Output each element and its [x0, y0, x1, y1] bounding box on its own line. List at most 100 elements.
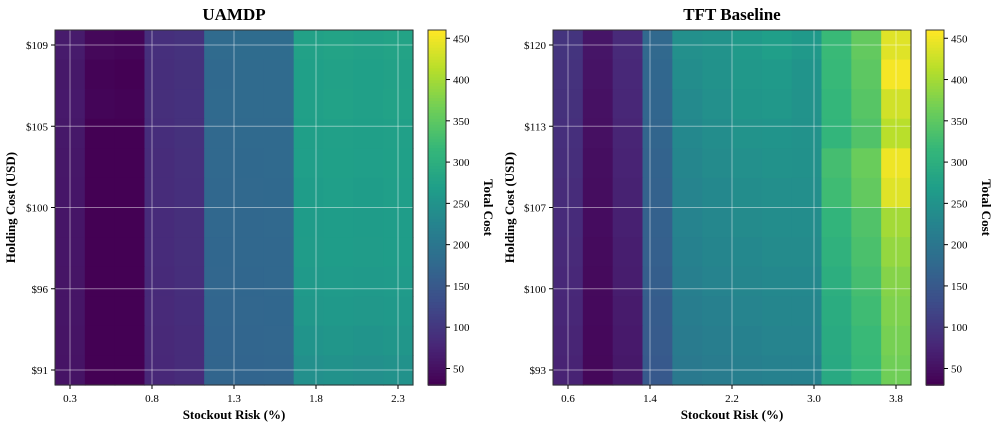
x-tick-label: 1.3	[227, 393, 241, 405]
colorbar-segment	[926, 322, 944, 327]
heatmap-cell	[263, 325, 295, 357]
heatmap-cell	[114, 59, 146, 90]
colorbar-segment	[926, 139, 944, 144]
colorbar-segment	[428, 166, 446, 170]
colorbar-segment	[926, 245, 944, 250]
colorbar-frame	[427, 29, 447, 386]
colorbar-segment	[428, 109, 446, 114]
colorbar-frame	[925, 29, 945, 386]
heatmap-cell	[702, 355, 733, 386]
heatmap-cell	[323, 177, 354, 209]
colorbar-segment	[926, 234, 944, 238]
heatmap-cell	[234, 177, 265, 209]
colorbar-segment	[926, 325, 944, 330]
heatmap-cell	[672, 355, 703, 386]
heatmap-cell	[732, 89, 763, 120]
heatmap-cell	[582, 59, 614, 90]
colorbar-segment	[428, 281, 446, 286]
heatmap-cell	[144, 30, 175, 61]
heatmap-cell	[323, 118, 354, 149]
colorbar-segment	[926, 142, 944, 147]
heatmap-cell	[204, 118, 235, 149]
heatmap-cell	[642, 148, 673, 179]
heatmap-cell	[263, 148, 295, 179]
heatmap-cell	[791, 296, 823, 327]
colorbar-segment	[428, 101, 446, 105]
colorbar-tick-label: 100	[453, 322, 470, 334]
colorbar-segment	[428, 364, 446, 369]
heatmap-cell	[383, 148, 414, 179]
heatmap-cell	[144, 237, 175, 268]
colorbar-segment	[428, 148, 446, 153]
heatmap-cell	[851, 325, 882, 357]
heatmap-cell	[144, 325, 175, 357]
heatmap-cell	[612, 148, 644, 179]
heatmap-cell	[84, 266, 116, 297]
colorbar-segment	[428, 160, 446, 164]
colorbar-segment	[428, 89, 446, 93]
colorbar-segment	[428, 290, 446, 295]
heatmap-cell	[263, 237, 295, 268]
heatmap-cell	[732, 148, 763, 179]
heatmap-cell	[553, 148, 584, 179]
colorbar-segment	[428, 124, 446, 129]
colorbar-segment	[428, 192, 446, 197]
heatmap-cell	[293, 207, 325, 238]
heatmap-cell	[263, 30, 295, 61]
colorbar-segment	[428, 95, 446, 99]
heatmap-cell	[881, 118, 912, 149]
colorbar-segment	[428, 133, 446, 138]
heatmap-cell	[323, 325, 354, 357]
colorbar-tick-label: 300	[453, 157, 470, 169]
heatmap-cell	[881, 148, 912, 179]
heatmap-cell	[353, 325, 384, 357]
colorbar-segment	[428, 376, 446, 380]
colorbar-segment	[428, 201, 446, 206]
tft-grid	[553, 30, 911, 385]
heatmap-cell	[55, 118, 86, 149]
heatmap-cell	[353, 296, 384, 327]
colorbar-segment	[428, 198, 446, 203]
colorbar-segment	[926, 38, 944, 43]
heatmap-cell	[84, 177, 116, 209]
colorbar-segment	[428, 219, 446, 224]
heatmap-cell	[84, 355, 116, 386]
colorbar-segment	[926, 148, 944, 153]
heatmap-cell	[761, 355, 793, 386]
colorbar-segment	[428, 328, 446, 333]
heatmap-cell	[383, 325, 414, 357]
heatmap-cell	[234, 148, 265, 179]
heatmap-cell	[383, 296, 414, 327]
heatmap-cell	[881, 207, 912, 238]
heatmap-cell	[204, 237, 235, 268]
heatmap-cell	[732, 177, 763, 209]
colorbar-segment	[926, 207, 944, 212]
colorbar-segment	[926, 299, 944, 303]
colorbar-segment	[428, 121, 446, 126]
heatmap-cell	[293, 59, 325, 90]
heatmap-cell	[323, 237, 354, 268]
colorbar-segment	[428, 127, 446, 132]
colorbar-tick-label: 150	[951, 281, 968, 293]
colorbar-segment	[926, 316, 944, 321]
colorbar-segment	[926, 32, 944, 37]
heatmap-cell	[204, 266, 235, 297]
colorbar-label: Total Cost	[481, 179, 496, 237]
colorbar-tick-label: 200	[951, 240, 968, 252]
uamdp-grid	[55, 30, 413, 385]
colorbar-segment	[926, 346, 944, 351]
x-axis-label: Stockout Risk (%)	[183, 407, 286, 422]
colorbar-segment	[926, 204, 944, 209]
heatmap-cell	[323, 355, 354, 386]
heatmap-cell	[851, 118, 882, 149]
heatmap-cell	[55, 177, 86, 209]
heatmap-cell	[761, 325, 793, 357]
colorbar-segment	[428, 56, 446, 61]
heatmap-cell	[553, 207, 584, 238]
colorbar-segment	[428, 322, 446, 327]
heatmap-cell	[553, 355, 584, 386]
heatmap-cell	[732, 325, 763, 357]
heatmap-cell	[84, 325, 116, 357]
heatmap-cell	[821, 59, 852, 90]
colorbar-segment	[926, 130, 944, 135]
